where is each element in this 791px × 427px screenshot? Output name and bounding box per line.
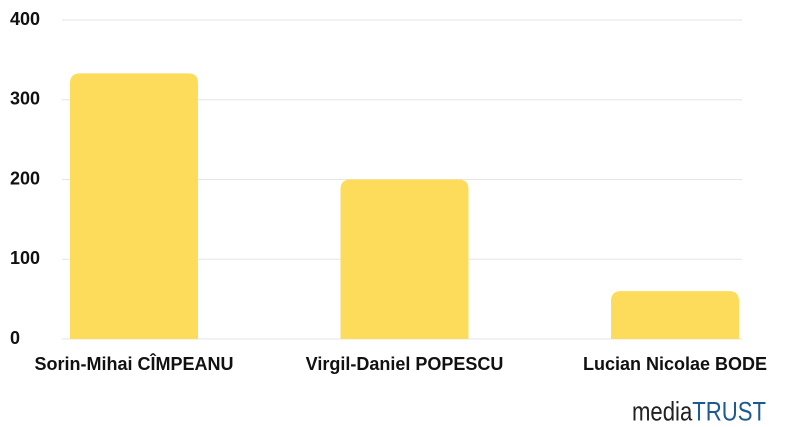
bar bbox=[611, 291, 739, 339]
x-tick-label: Lucian Nicolae BODE bbox=[583, 354, 767, 374]
logo-media: media bbox=[632, 397, 693, 427]
logo: mediaTRUST bbox=[632, 397, 766, 427]
logo-trust: TRUST bbox=[692, 397, 766, 427]
y-tick-label: 300 bbox=[10, 89, 40, 109]
bar bbox=[340, 179, 469, 339]
bar bbox=[70, 73, 198, 340]
y-tick-label: 100 bbox=[10, 248, 40, 268]
x-tick-label: Sorin-Mihai CÎMPEANU bbox=[34, 353, 233, 374]
y-tick-label: 0 bbox=[10, 328, 20, 348]
y-tick-label: 400 bbox=[10, 9, 40, 29]
y-tick-label: 200 bbox=[10, 168, 40, 188]
x-tick-label: Virgil-Daniel POPESCU bbox=[306, 354, 504, 374]
